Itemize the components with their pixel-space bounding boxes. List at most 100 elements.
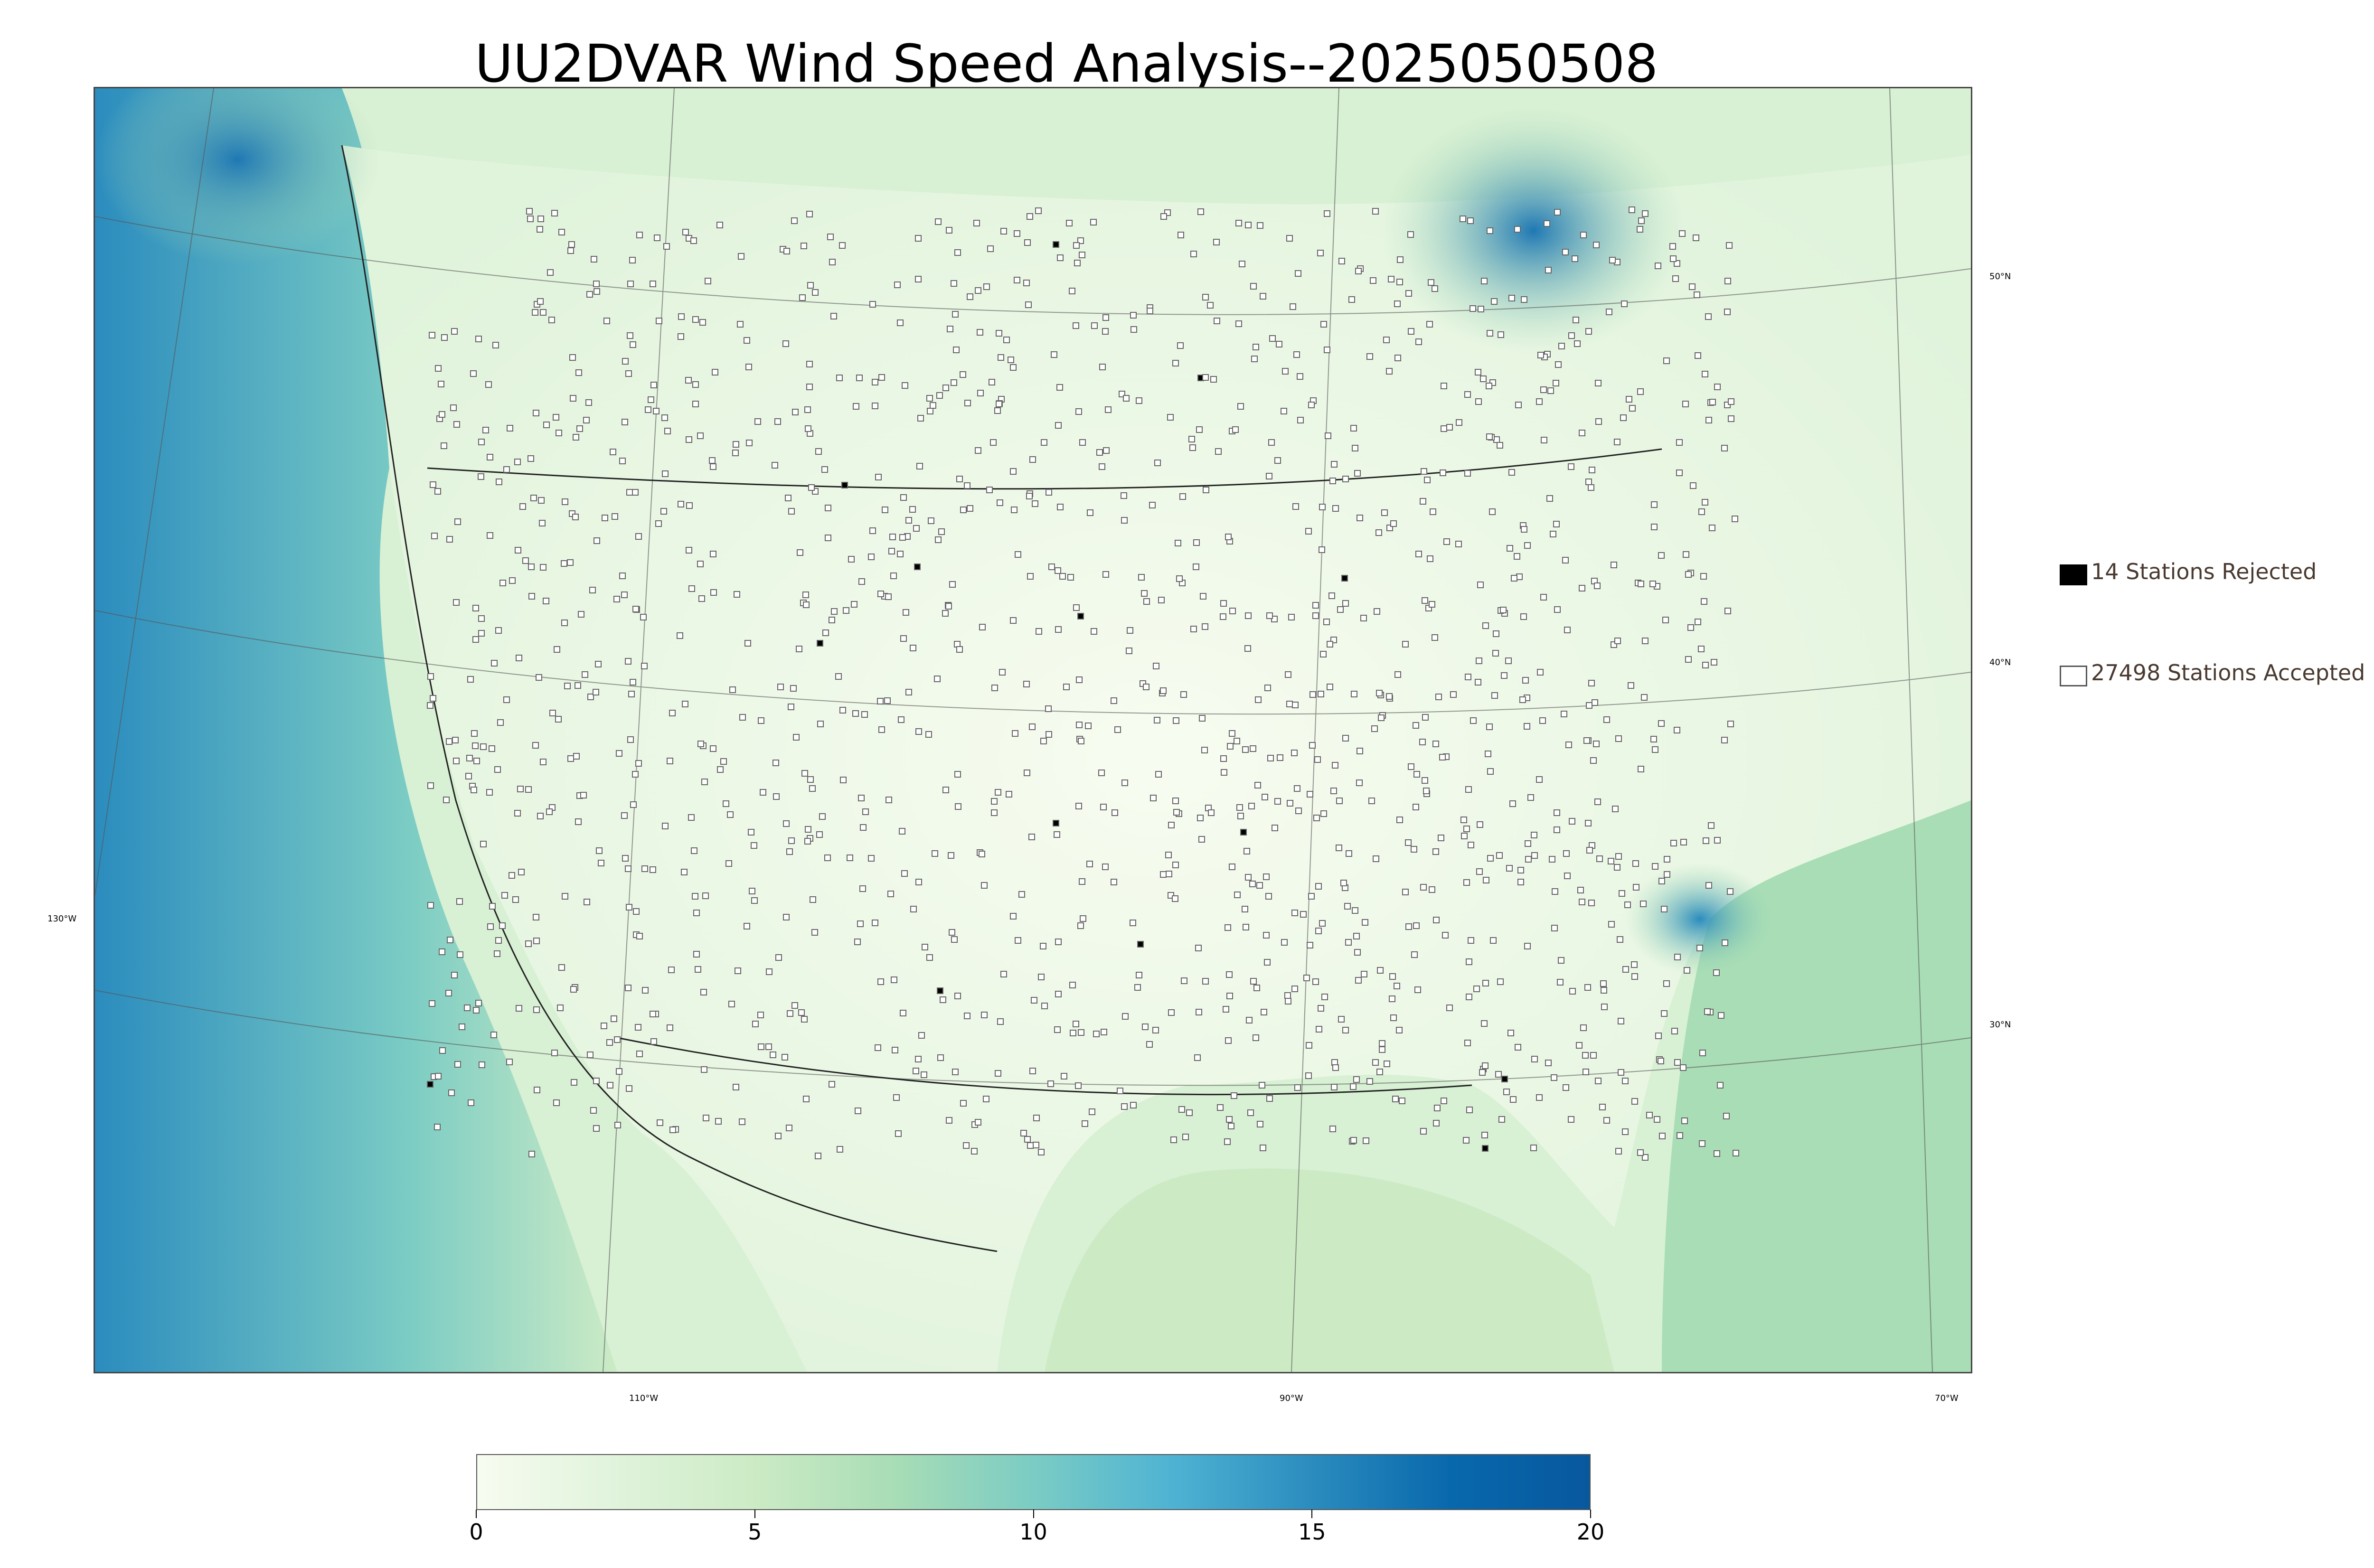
- station-marker: [786, 1125, 792, 1131]
- station-marker: [1487, 768, 1494, 775]
- station-marker: [660, 508, 667, 515]
- station-marker: [772, 760, 779, 766]
- station-marker: [1024, 1136, 1031, 1143]
- station-marker: [1557, 979, 1564, 986]
- station-marker: [1357, 748, 1363, 754]
- station-marker: [429, 1000, 435, 1007]
- station-marker: [1405, 923, 1412, 930]
- legend-accepted-label: 27498 Stations Accepted: [2091, 660, 2365, 685]
- station-marker: [1350, 425, 1357, 432]
- station-marker: [1274, 798, 1281, 805]
- station-marker: [583, 417, 590, 423]
- station-marker: [1331, 1084, 1338, 1090]
- station-marker: [1356, 779, 1363, 786]
- station-marker: [1143, 684, 1149, 690]
- station-marker: [1505, 657, 1512, 664]
- station-marker: [1463, 1137, 1470, 1144]
- station-marker: [1432, 285, 1438, 292]
- station-marker: [607, 1082, 613, 1089]
- station-marker: [799, 294, 806, 301]
- station-marker: [632, 489, 639, 496]
- station-marker: [1620, 414, 1627, 421]
- station-marker: [1381, 509, 1388, 516]
- station-marker: [1612, 806, 1619, 812]
- station-marker: [1342, 735, 1349, 742]
- station-marker: [1305, 1072, 1312, 1079]
- station-marker: [1376, 1069, 1383, 1075]
- station-marker: [1594, 798, 1601, 805]
- station-marker: [606, 1039, 613, 1046]
- station-marker: [1487, 330, 1493, 337]
- station-marker: [1112, 809, 1118, 816]
- station-marker: [1468, 842, 1474, 848]
- station-marker: [633, 908, 640, 915]
- station-marker: [446, 738, 452, 745]
- station-marker: [1250, 745, 1256, 752]
- station-marker: [1684, 967, 1690, 974]
- station-marker: [953, 347, 960, 353]
- station-marker: [1592, 699, 1598, 706]
- station-marker: [690, 237, 697, 244]
- station-marker: [1422, 714, 1429, 721]
- station-marker: [841, 482, 848, 488]
- station-marker: [1032, 500, 1038, 507]
- station-marker: [537, 298, 544, 305]
- station-marker: [1476, 657, 1482, 664]
- station-marker: [1563, 850, 1570, 857]
- station-marker: [995, 789, 1001, 796]
- station-marker: [1290, 303, 1296, 310]
- station-marker: [1695, 619, 1701, 625]
- station-marker: [553, 414, 559, 421]
- station-marker: [1137, 941, 1144, 948]
- station-marker: [1428, 279, 1434, 286]
- station-marker: [991, 685, 998, 691]
- station-marker: [661, 414, 668, 421]
- station-marker: [688, 814, 695, 821]
- station-marker: [1023, 280, 1030, 286]
- station-marker: [697, 741, 704, 747]
- station-marker: [1111, 697, 1117, 704]
- station-marker: [785, 495, 791, 501]
- station-marker: [1077, 613, 1084, 620]
- station-marker: [1308, 893, 1315, 900]
- station-marker: [843, 607, 849, 614]
- station-marker: [688, 585, 695, 592]
- station-marker: [791, 217, 798, 224]
- station-marker: [435, 365, 442, 372]
- station-marker: [900, 1010, 906, 1016]
- station-marker: [1721, 445, 1728, 451]
- station-marker: [1150, 795, 1157, 801]
- station-marker: [1033, 1142, 1039, 1148]
- station-marker: [710, 463, 716, 470]
- station-marker: [667, 758, 673, 764]
- station-marker: [783, 914, 790, 920]
- station-marker: [1006, 791, 1012, 798]
- station-marker: [1547, 387, 1554, 394]
- station-marker: [893, 1094, 900, 1101]
- station-marker: [815, 1153, 821, 1159]
- station-marker: [788, 837, 795, 844]
- station-marker: [1676, 439, 1683, 446]
- wind-speed-map[interactable]: [94, 87, 1972, 1373]
- station-marker: [1495, 1071, 1502, 1078]
- station-marker: [692, 381, 699, 388]
- station-marker: [1134, 984, 1141, 991]
- station-marker: [1637, 1149, 1644, 1156]
- station-marker: [1497, 442, 1503, 449]
- station-marker: [1562, 249, 1569, 255]
- hudson-bay-high-wind: [1382, 107, 1686, 354]
- station-marker: [1394, 300, 1401, 307]
- station-marker: [1117, 1088, 1123, 1094]
- station-marker: [1435, 694, 1442, 700]
- station-marker: [613, 596, 620, 602]
- station-marker: [1199, 715, 1206, 722]
- station-marker: [1067, 574, 1074, 581]
- station-marker: [1510, 1096, 1517, 1103]
- station-marker: [1182, 1134, 1189, 1140]
- station-marker: [537, 226, 543, 233]
- station-marker: [1158, 597, 1165, 603]
- station-marker: [582, 671, 588, 678]
- station-marker: [999, 669, 1006, 676]
- station-marker: [942, 787, 949, 793]
- station-marker: [692, 401, 699, 407]
